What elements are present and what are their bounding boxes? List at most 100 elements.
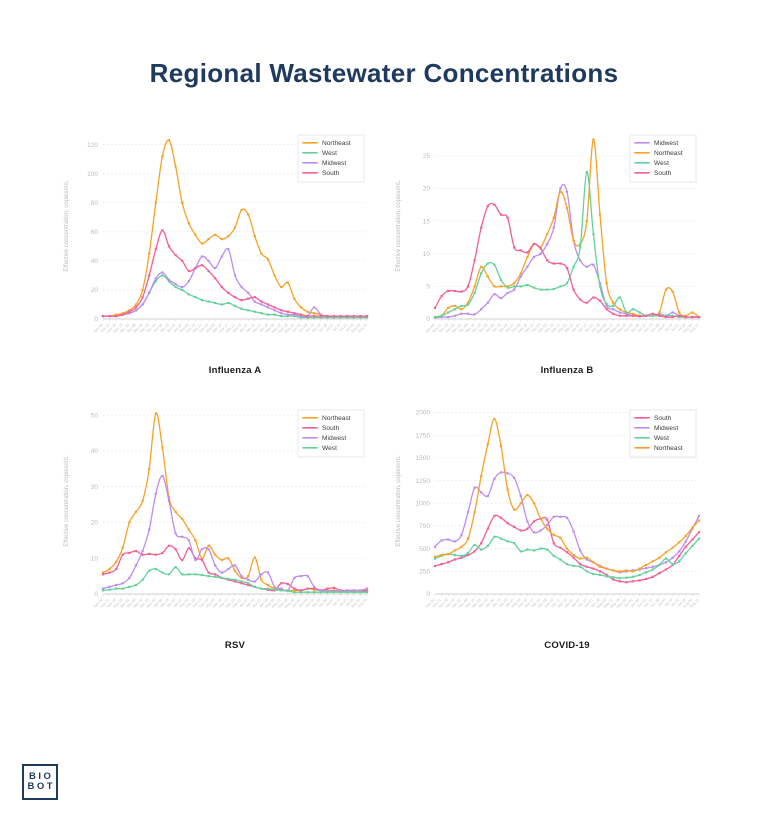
svg-text:Midwest: Midwest [322, 160, 346, 167]
svg-text:Jan 06: Jan 06 [153, 323, 163, 333]
svg-text:Apr 14: Apr 14 [577, 323, 587, 333]
svg-text:Mar 17: Mar 17 [550, 598, 561, 609]
svg-text:Dec 09: Dec 09 [126, 323, 137, 334]
svg-text:Dec 16: Dec 16 [132, 323, 143, 334]
svg-text:100: 100 [87, 171, 98, 178]
svg-text:Jan 06: Jan 06 [153, 598, 163, 608]
svg-text:Jul 14: Jul 14 [332, 598, 342, 608]
svg-text:Jun 23: Jun 23 [643, 598, 653, 608]
chart-panel-influenza-b: 0 5 10 15 20 25 Nov 04 Nov 11 Nov 18 Nov 25 Dec 02… [384, 123, 716, 376]
svg-text:0: 0 [426, 316, 430, 323]
svg-text:0: 0 [94, 316, 98, 323]
svg-text:Feb 17: Feb 17 [192, 323, 203, 334]
svg-text:Jan 20: Jan 20 [498, 323, 508, 333]
svg-text:Apr 07: Apr 07 [571, 323, 581, 333]
svg-text:Nov 18: Nov 18 [438, 323, 449, 334]
svg-text:1000: 1000 [416, 500, 431, 507]
svg-text:May 26: May 26 [616, 598, 627, 609]
svg-text:Dec 09: Dec 09 [458, 323, 469, 334]
svg-text:May 19: May 19 [609, 323, 620, 334]
svg-text:Apr 21: Apr 21 [584, 323, 594, 333]
svg-text:Feb 03: Feb 03 [511, 598, 522, 609]
svg-text:Apr 28: Apr 28 [258, 598, 268, 608]
svg-text:Midwest: Midwest [654, 140, 678, 147]
svg-text:South: South [322, 425, 340, 432]
svg-text:Nov 04: Nov 04 [93, 598, 104, 609]
svg-text:1250: 1250 [416, 478, 431, 485]
svg-text:Mar 24: Mar 24 [557, 598, 568, 609]
svg-text:Jul 07: Jul 07 [657, 323, 667, 333]
svg-text:Northeast: Northeast [322, 415, 351, 422]
svg-text:Jan 13: Jan 13 [491, 323, 501, 333]
svg-text:Feb 10: Feb 10 [185, 598, 196, 609]
svg-text:Nov 25: Nov 25 [445, 598, 456, 609]
svg-text:Mar 03: Mar 03 [205, 598, 216, 609]
svg-text:Jan 13: Jan 13 [491, 598, 501, 608]
chart-grid: 0 20 40 60 80 100 120 Nov 04 Nov 11 Nov 18 Nov 25 D… [52, 123, 716, 651]
svg-text:Apr 14: Apr 14 [245, 598, 255, 608]
svg-text:Jun 09: Jun 09 [630, 323, 640, 333]
chart-panel-influenza-a: 0 20 40 60 80 100 120 Nov 04 Nov 11 Nov 18 Nov 25 D… [52, 123, 384, 376]
svg-text:Mar 24: Mar 24 [225, 323, 236, 334]
svg-text:May 12: May 12 [271, 598, 282, 609]
svg-text:40: 40 [91, 448, 99, 455]
svg-text:Apr 14: Apr 14 [577, 598, 587, 608]
svg-text:Jan 20: Jan 20 [498, 598, 508, 608]
svg-text:Aug 11: Aug 11 [357, 323, 368, 334]
svg-text:Mar 24: Mar 24 [225, 598, 236, 609]
chart-panel-rsv: 0 10 20 30 40 50 Nov 04 Nov 11 Nov 18 Nov 25 Dec 0… [52, 398, 384, 651]
svg-text:Feb 10: Feb 10 [185, 323, 196, 334]
svg-text:Dec 09: Dec 09 [458, 598, 469, 609]
svg-text:Jul 07: Jul 07 [657, 598, 667, 608]
svg-text:Nov 04: Nov 04 [425, 323, 436, 334]
svg-text:Apr 28: Apr 28 [258, 323, 268, 333]
svg-text:Dec 16: Dec 16 [132, 598, 143, 609]
svg-text:40: 40 [91, 258, 99, 265]
chart-title-rsv: RSV [224, 640, 246, 651]
svg-text:Aug 11: Aug 11 [689, 323, 700, 334]
svg-text:Nov 18: Nov 18 [106, 323, 117, 334]
svg-text:Mar 10: Mar 10 [544, 323, 555, 334]
svg-text:Midwest: Midwest [654, 425, 678, 432]
svg-text:5: 5 [426, 284, 430, 291]
svg-text:Jun 16: Jun 16 [636, 323, 646, 333]
svg-text:Jun 02: Jun 02 [623, 598, 633, 608]
svg-text:Jan 06: Jan 06 [485, 598, 495, 608]
svg-text:Jan 27: Jan 27 [172, 598, 182, 608]
svg-text:500: 500 [419, 546, 430, 553]
svg-text:Nov 11: Nov 11 [100, 323, 111, 334]
svg-text:May 05: May 05 [596, 598, 607, 609]
svg-text:Dec 23: Dec 23 [471, 323, 482, 334]
svg-text:Jan 13: Jan 13 [159, 598, 169, 608]
svg-text:Mar 31: Mar 31 [564, 598, 575, 609]
svg-text:Dec 30: Dec 30 [146, 598, 157, 609]
svg-text:Jul 07: Jul 07 [325, 598, 335, 608]
svg-text:Apr 14: Apr 14 [245, 323, 255, 333]
svg-text:250: 250 [419, 569, 430, 576]
svg-text:1750: 1750 [416, 432, 431, 439]
svg-text:Northeast: Northeast [654, 150, 683, 157]
svg-text:South: South [654, 170, 672, 177]
svg-text:Jun 16: Jun 16 [636, 598, 646, 608]
svg-text:Jul 28: Jul 28 [345, 598, 355, 608]
svg-text:Jun 30: Jun 30 [318, 598, 328, 608]
svg-text:Mar 10: Mar 10 [212, 323, 223, 334]
svg-text:Jun 09: Jun 09 [298, 323, 308, 333]
svg-text:Jan 13: Jan 13 [159, 323, 169, 333]
svg-text:Jun 16: Jun 16 [304, 598, 314, 608]
svg-text:West: West [322, 150, 337, 157]
svg-text:Dec 30: Dec 30 [146, 323, 157, 334]
svg-text:Mar 31: Mar 31 [564, 323, 575, 334]
svg-text:Mar 03: Mar 03 [205, 323, 216, 334]
svg-text:Jan 20: Jan 20 [166, 598, 176, 608]
svg-text:Jun 23: Jun 23 [643, 323, 653, 333]
svg-text:Mar 10: Mar 10 [544, 598, 555, 609]
svg-text:Jun 23: Jun 23 [311, 323, 321, 333]
biobot-logo-line2: BOT [27, 781, 56, 792]
svg-text:Nov 25: Nov 25 [113, 598, 124, 609]
svg-text:Feb 03: Feb 03 [511, 323, 522, 334]
svg-text:Jan 27: Jan 27 [172, 323, 182, 333]
